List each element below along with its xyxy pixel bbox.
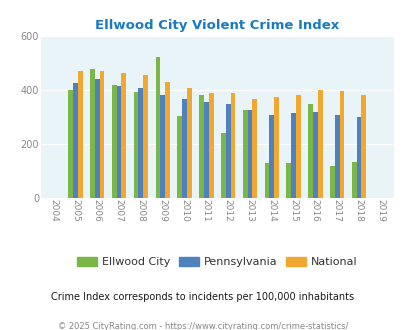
Bar [143, 75, 148, 198]
Bar [334, 115, 339, 198]
Bar [220, 133, 225, 198]
Bar [312, 112, 317, 198]
Bar [203, 102, 208, 198]
Bar [247, 111, 252, 198]
Bar [155, 56, 160, 198]
Bar [133, 91, 138, 198]
Bar [160, 95, 165, 198]
Bar [112, 85, 116, 198]
Bar [356, 116, 360, 198]
Bar [252, 99, 256, 198]
Bar [116, 86, 121, 198]
Bar [307, 104, 312, 198]
Bar [121, 73, 126, 198]
Bar [78, 71, 83, 198]
Text: Crime Index corresponds to incidents per 100,000 inhabitants: Crime Index corresponds to incidents per… [51, 292, 354, 302]
Legend: Ellwood City, Pennsylvania, National: Ellwood City, Pennsylvania, National [73, 252, 360, 272]
Bar [68, 90, 73, 198]
Title: Ellwood City Violent Crime Index: Ellwood City Violent Crime Index [95, 19, 339, 32]
Bar [177, 116, 182, 198]
Bar [90, 69, 95, 198]
Bar [186, 88, 191, 198]
Bar [100, 71, 104, 198]
Bar [273, 97, 278, 198]
Bar [264, 163, 269, 198]
Bar [317, 90, 322, 198]
Text: © 2025 CityRating.com - https://www.cityrating.com/crime-statistics/: © 2025 CityRating.com - https://www.city… [58, 322, 347, 330]
Bar [230, 93, 235, 198]
Bar [95, 80, 100, 198]
Bar [198, 95, 203, 198]
Bar [165, 82, 169, 198]
Bar [242, 111, 247, 198]
Bar [182, 99, 186, 198]
Bar [225, 104, 230, 198]
Bar [339, 91, 343, 198]
Bar [290, 114, 295, 198]
Bar [286, 163, 290, 198]
Bar [351, 162, 356, 198]
Bar [295, 94, 300, 198]
Bar [138, 88, 143, 198]
Bar [208, 93, 213, 198]
Bar [329, 166, 334, 198]
Bar [73, 83, 78, 198]
Bar [269, 115, 273, 198]
Bar [360, 95, 365, 198]
